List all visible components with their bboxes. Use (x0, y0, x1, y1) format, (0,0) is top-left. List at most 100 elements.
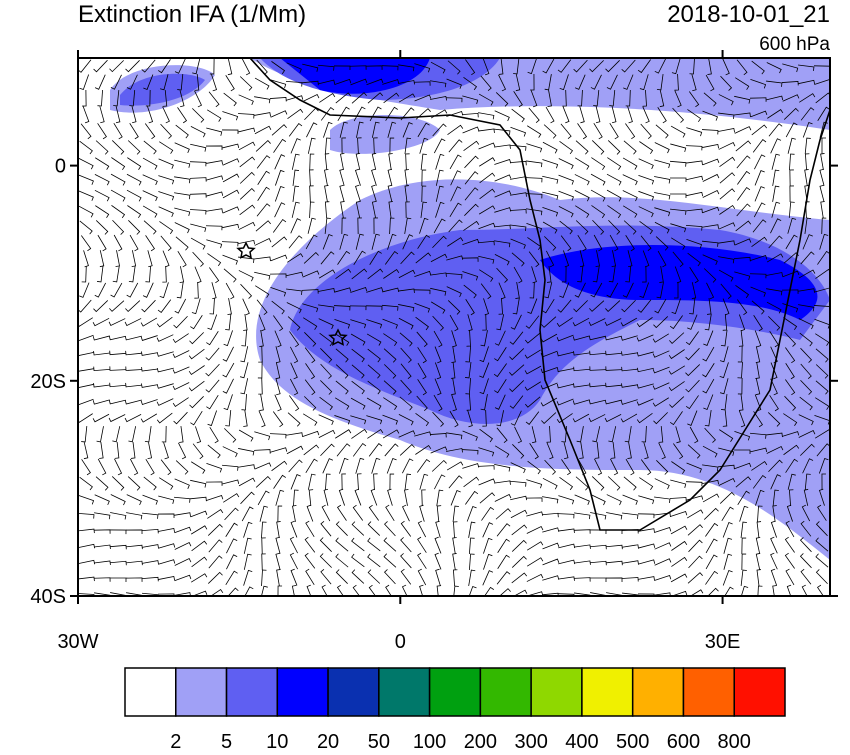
wind-barb (749, 97, 767, 102)
wind-barb (78, 317, 93, 327)
wind-barb (305, 458, 318, 474)
wind-barb (740, 569, 747, 586)
wind-barb (639, 282, 650, 299)
wind-barb (478, 478, 496, 486)
wind-barb (257, 361, 263, 379)
wind-barb (258, 377, 263, 395)
wind-barb (142, 494, 158, 505)
wind-barb (432, 123, 447, 137)
wind-barb (206, 175, 224, 181)
wind-barb (798, 64, 815, 71)
wind-barb (815, 380, 829, 395)
wind-barb (435, 568, 441, 586)
wind-barb (620, 413, 638, 423)
wind-barb (194, 90, 203, 108)
wind-barb (286, 302, 302, 314)
wind-barb (99, 250, 105, 268)
wind-barb (574, 190, 590, 202)
wind-barb (254, 238, 272, 246)
wind-barb (557, 593, 575, 596)
wind-barb (78, 495, 95, 505)
wind-barb (306, 584, 312, 596)
wind-barb (574, 174, 590, 186)
wind-barb (303, 251, 319, 264)
wind-barb (513, 266, 523, 284)
colorbar-box (682, 667, 735, 717)
wind-barb (531, 266, 537, 284)
wind-barb (654, 207, 671, 217)
wind-barb (622, 282, 634, 298)
wind-barb (339, 168, 345, 186)
wind-barb (574, 512, 591, 520)
wind-barb (206, 239, 223, 249)
wind-barb (689, 91, 700, 108)
wind-barb (270, 79, 287, 89)
wind-barb (324, 201, 330, 219)
wind-barb (540, 382, 558, 390)
wind-barb (691, 282, 697, 300)
wind-barb (92, 399, 110, 405)
wind-barb (509, 348, 525, 361)
wind-barb (319, 396, 333, 411)
wind-barb (685, 379, 700, 393)
wind-barb (206, 208, 223, 213)
wind-barb (589, 300, 605, 312)
wind-barb (609, 89, 616, 107)
wind-barb (477, 465, 495, 470)
wind-barb (79, 74, 90, 91)
wind-barb (821, 137, 827, 155)
wind-barb (670, 525, 688, 535)
wind-barb (307, 137, 316, 154)
wind-barb (435, 169, 444, 186)
wind-barb (351, 92, 367, 104)
colorbar-label: 20 (317, 731, 339, 750)
wind-barb (371, 457, 381, 474)
wind-barb (465, 490, 479, 505)
wind-barb (541, 316, 557, 328)
wind-barb (256, 299, 268, 316)
wind-barb (737, 490, 750, 505)
wind-barb (387, 121, 397, 138)
wind-barb (274, 154, 286, 170)
wind-barb (592, 426, 601, 443)
wind-barb (430, 80, 447, 88)
wind-barb (304, 332, 317, 347)
wind-barb (398, 80, 415, 85)
wind-barb (276, 569, 281, 586)
wind-barb (575, 205, 590, 218)
wind-barb (291, 584, 297, 596)
wind-barb (622, 190, 638, 202)
wind-barb (673, 443, 684, 460)
colorbar-label: 2 (170, 731, 181, 750)
wind-barb (509, 160, 527, 166)
wind-barb (337, 106, 350, 122)
wind-barb (259, 505, 268, 522)
wind-barb (404, 137, 412, 154)
wind-barb (349, 65, 367, 70)
wind-barb (702, 240, 719, 247)
wind-barb (783, 317, 798, 331)
wind-barb (124, 413, 142, 423)
wind-barb (78, 334, 94, 342)
wind-barb (705, 74, 715, 92)
wind-barb (355, 184, 361, 202)
wind-barb (452, 553, 457, 570)
wind-barb (770, 138, 782, 154)
wind-barb (322, 234, 333, 250)
wind-barb (272, 218, 287, 233)
wind-barb (639, 220, 654, 235)
wind-barb (108, 399, 126, 405)
wind-barb (798, 430, 816, 438)
wind-barb (432, 411, 445, 427)
colorbar-label: 5 (221, 731, 232, 750)
wind-barb (785, 379, 796, 396)
colorbar-label: 500 (616, 731, 649, 750)
wind-barb (128, 220, 141, 235)
wind-barb (97, 89, 103, 107)
wind-barb (225, 75, 235, 92)
wind-barb (804, 137, 811, 155)
colorbar-box (428, 667, 482, 717)
wind-barb (611, 250, 617, 268)
wind-barb (557, 59, 572, 73)
wind-barb (254, 96, 271, 104)
